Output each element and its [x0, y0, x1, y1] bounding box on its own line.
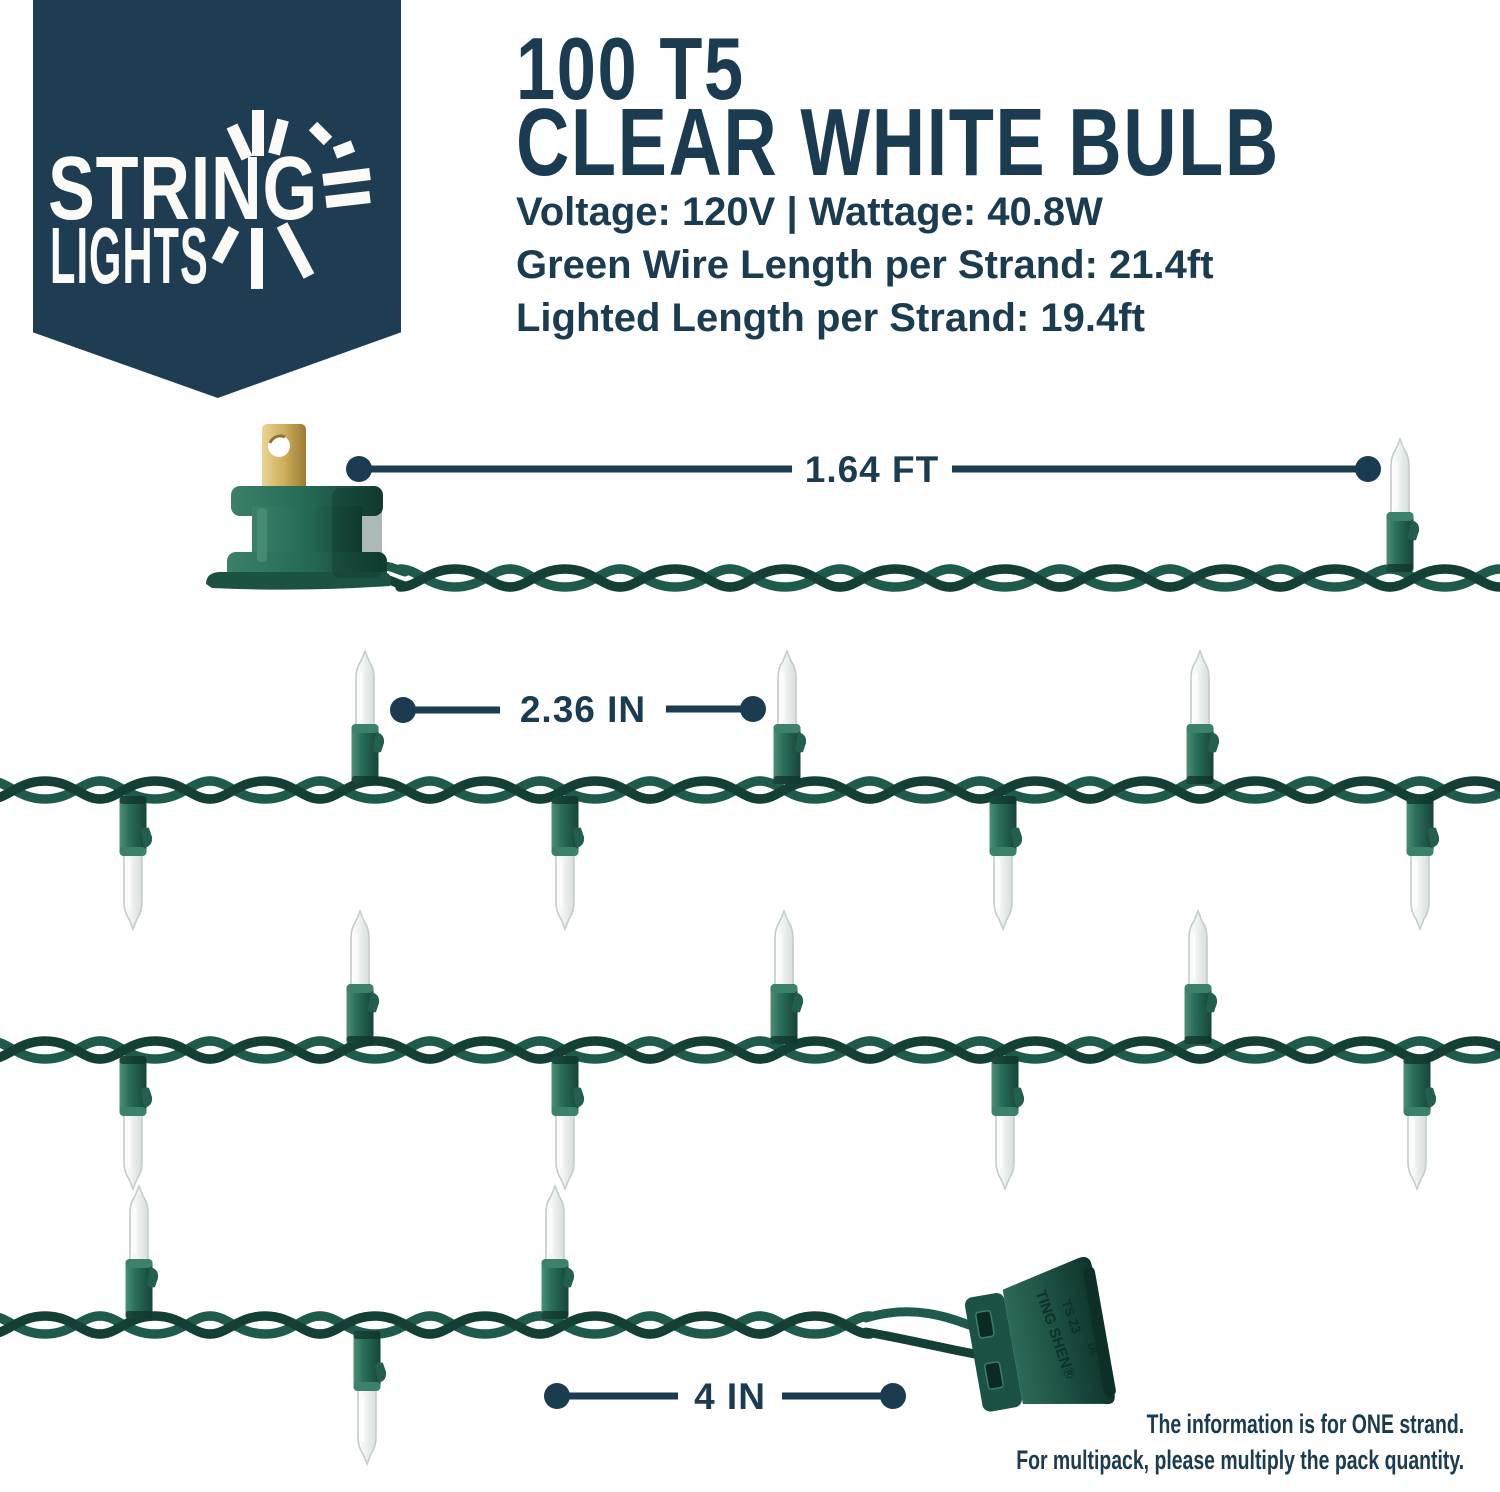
- measure-dot: [740, 696, 766, 722]
- bulb: [1185, 649, 1221, 786]
- wire-row-1: [377, 561, 1500, 587]
- bulb: [550, 1054, 586, 1191]
- bulb: [1385, 437, 1421, 574]
- bulb: [352, 1329, 388, 1466]
- bulb: [990, 1054, 1026, 1191]
- measure-dot: [544, 1383, 570, 1409]
- bulb: [769, 909, 805, 1046]
- ul-certification-mark: UL: [1085, 1341, 1101, 1359]
- spec-lighted-length: Lighted Length per Strand: 19.4ft: [516, 296, 1145, 340]
- measure-dot: [1355, 456, 1381, 482]
- bulb: [1402, 1054, 1438, 1191]
- measure-label-1: 1.64 FT: [805, 449, 940, 490]
- wire-row-3: [0, 1041, 1500, 1059]
- bulb: [124, 1184, 160, 1321]
- measure-label-2: 2.36 IN: [520, 689, 646, 730]
- end-connector: TING SHEN® TS 23 UL: [964, 1257, 1116, 1412]
- measure-bulb-spacing: 2.36 IN: [390, 689, 766, 730]
- bulb: [345, 909, 381, 1046]
- bulb: [118, 1054, 154, 1191]
- bulb: [988, 794, 1024, 931]
- measure-label-3: 4 IN: [694, 1376, 766, 1417]
- measure-dot: [390, 697, 416, 723]
- measure-plug-to-first-bulb: 1.64 FT: [346, 449, 1381, 490]
- footer-note: The information is for ONE strand. For m…: [1016, 1406, 1464, 1478]
- starburst-icon: [211, 110, 371, 289]
- bulb: [550, 794, 586, 931]
- brand-badge: STRING LIGHTS: [33, 0, 401, 398]
- measure-end-spacing: 4 IN: [544, 1376, 906, 1417]
- wire-row-2: [0, 781, 1500, 799]
- bulb: [350, 649, 386, 786]
- male-plug: [206, 424, 392, 590]
- spec-voltage-wattage: Voltage: 120V | Wattage: 40.8W: [516, 190, 1103, 234]
- brand-word-lights: LIGHTS: [50, 211, 209, 300]
- bulb: [1405, 794, 1441, 931]
- footer-line2: For multipack, please multiply the pack …: [1016, 1445, 1464, 1475]
- bulb: [540, 1184, 576, 1321]
- prong-hole: [268, 435, 290, 457]
- bulb: [1183, 909, 1219, 1046]
- footer-line1: The information is for ONE strand.: [1146, 1409, 1464, 1439]
- bulbs: [118, 437, 1441, 1466]
- connector-slot: [984, 1361, 1004, 1390]
- spec-wire-length: Green Wire Length per Strand: 21.4ft: [516, 243, 1214, 287]
- brand-word-string: STRING: [48, 139, 318, 239]
- bulb: [772, 649, 808, 786]
- bulb: [118, 794, 154, 931]
- measure-dot: [346, 456, 372, 482]
- spec-list: Voltage: 120V | Wattage: 40.8W Green Wir…: [516, 186, 1214, 345]
- product-title-line2: CLEAR WHITE BULB: [516, 89, 1280, 196]
- measure-dot: [880, 1383, 906, 1409]
- product-title-line1: 100 T5: [516, 19, 745, 118]
- connector-slot: [975, 1309, 995, 1339]
